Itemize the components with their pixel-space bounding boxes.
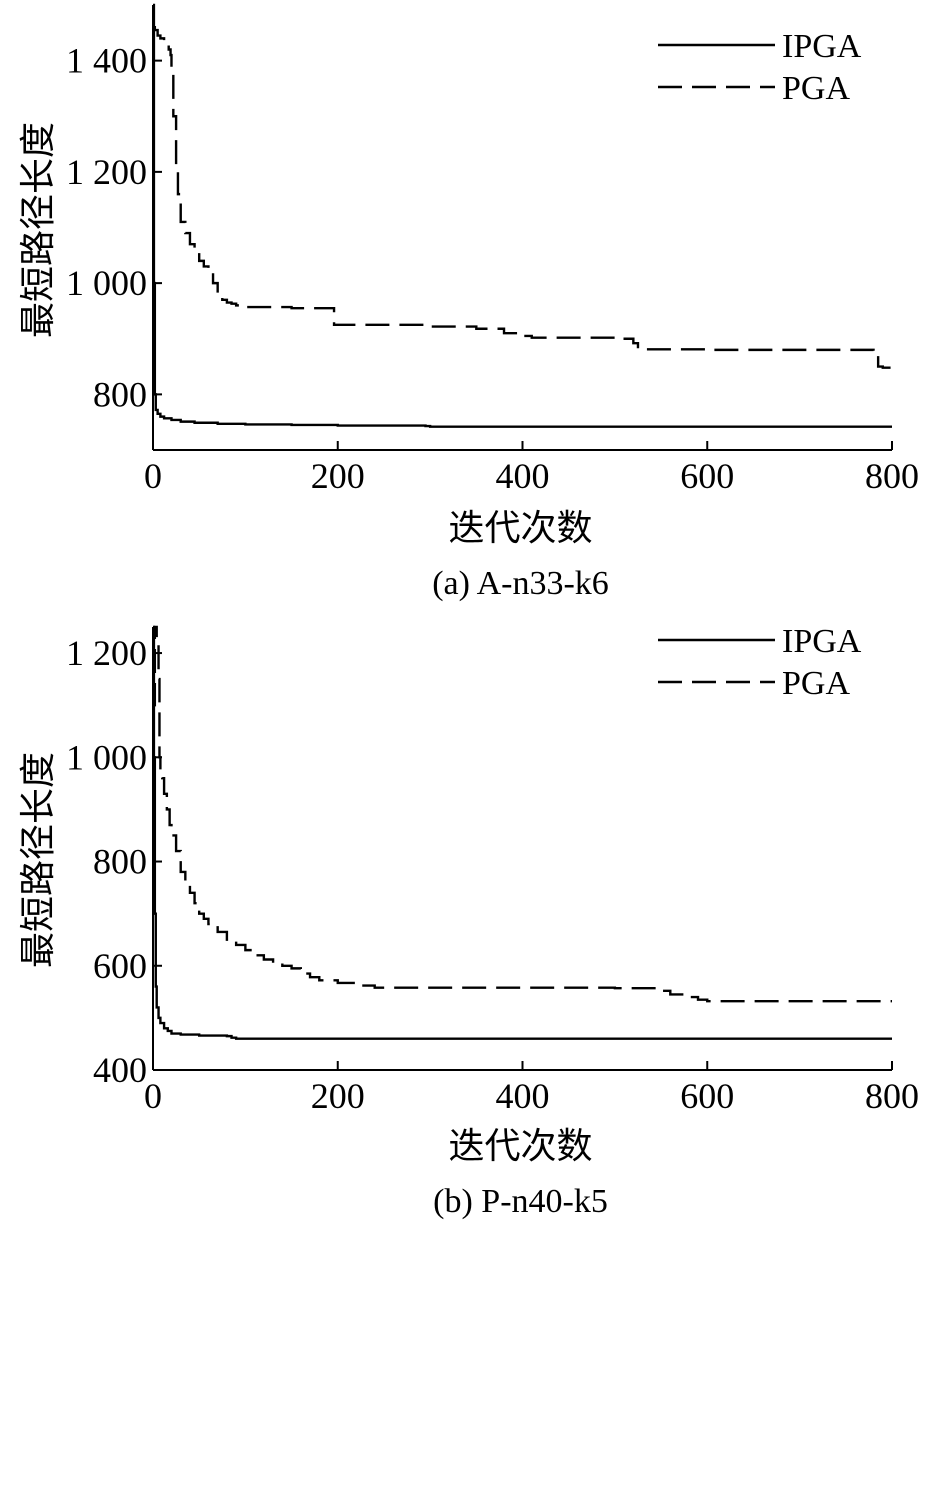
y-tick-label: 1 200: [66, 633, 147, 673]
series-group: [152, 3, 892, 428]
series-line-ipga: [152, 3, 892, 428]
legend-label-ipga: IPGA: [782, 623, 862, 660]
x-tick-label: 800: [865, 456, 919, 496]
legend: IPGA PGA: [658, 28, 862, 107]
y-tick-label: 400: [93, 1050, 147, 1090]
x-tick-label: 200: [311, 456, 365, 496]
y-axis-title: 最短路径长度: [18, 752, 58, 968]
x-tick-label: 400: [496, 1076, 550, 1116]
legend-label-ipga: IPGA: [782, 28, 862, 65]
x-axis-title: 迭代次数: [448, 1126, 592, 1166]
x-tick-label: 600: [680, 456, 734, 496]
y-ticks: 800 1 000 1 200 1 400: [66, 41, 162, 414]
y-tick-label: 1 000: [66, 263, 147, 303]
x-ticks: 0 200 400 600 800: [144, 441, 919, 496]
x-ticks: 0 200 400 600 800: [144, 1061, 919, 1116]
series-line-ipga: [152, 625, 892, 1040]
y-tick-label: 800: [93, 842, 147, 882]
chart-caption: (a) A-n33-k6: [432, 565, 609, 602]
x-tick-label: 400: [496, 456, 550, 496]
plot-group: 400 600 800 1 000 1 200 0 200 400 600 800 IPGA PG…: [66, 623, 919, 1116]
legend: IPGA PGA: [658, 623, 862, 702]
x-tick-label: 200: [311, 1076, 365, 1116]
x-tick-label: 600: [680, 1076, 734, 1116]
x-tick-label: 800: [865, 1076, 919, 1116]
y-ticks: 400 600 800 1 000 1 200: [66, 633, 162, 1090]
y-tick-label: 800: [93, 374, 147, 414]
legend-label-pga: PGA: [782, 70, 850, 107]
series-group: [152, 625, 892, 1040]
x-tick-label: 0: [144, 1076, 162, 1116]
series-line-pga: [153, 625, 892, 1003]
plot-group: 800 1 000 1 200 1 400 0 200 400 600 800 IPGA PGA: [66, 3, 919, 496]
y-tick-label: 600: [93, 946, 147, 986]
x-tick-label: 0: [144, 456, 162, 496]
y-tick-label: 1 000: [66, 737, 147, 777]
chart-a: 800 1 000 1 200 1 400 0 200 400 600 800 IPGA PGA…: [18, 3, 919, 602]
y-axis-title: 最短路径长度: [18, 122, 58, 338]
y-tick-label: 1 200: [66, 152, 147, 192]
y-tick-label: 1 400: [66, 41, 147, 81]
x-axis-title: 迭代次数: [448, 508, 592, 548]
chart-caption: (b) P-n40-k5: [433, 1183, 608, 1220]
series-line-pga: [153, 26, 892, 369]
legend-label-pga: PGA: [782, 665, 850, 702]
chart-b: 400 600 800 1 000 1 200 0 200 400 600 800 IPGA PG…: [18, 623, 919, 1220]
